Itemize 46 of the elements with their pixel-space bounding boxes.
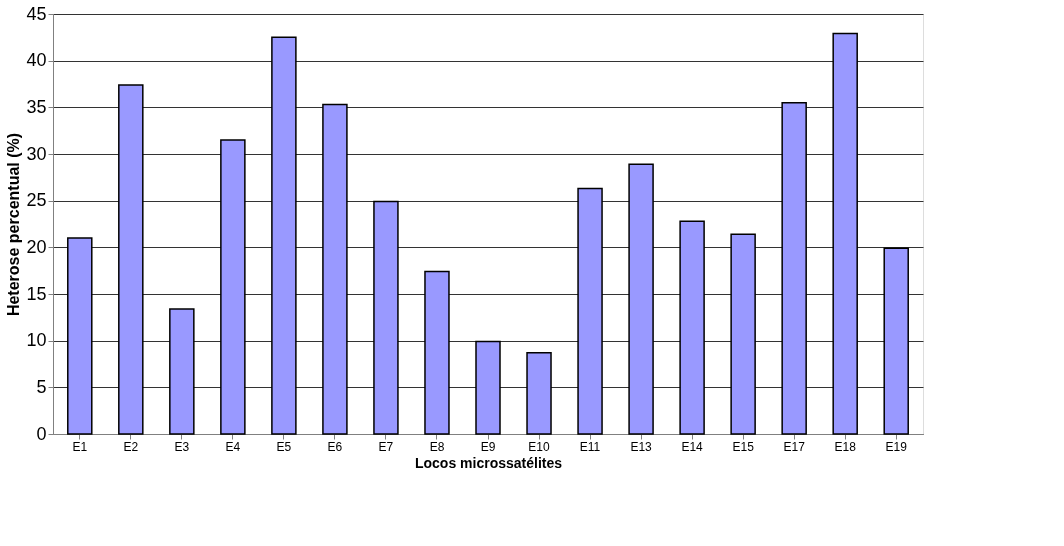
y-tick-label: 15 xyxy=(26,283,47,304)
x-axis-title: Locos microssatélites xyxy=(414,454,563,471)
y-tick-label: 10 xyxy=(26,330,47,351)
bar xyxy=(628,163,654,435)
y-axis-title: Heterose percentual (%) xyxy=(5,132,23,317)
x-tick-label: E1 xyxy=(72,439,88,454)
x-tick-label: E19 xyxy=(885,439,908,454)
x-tick-label: E10 xyxy=(528,439,551,454)
x-tick-label: E14 xyxy=(681,439,704,454)
y-tick-label: 0 xyxy=(36,423,47,444)
bar xyxy=(577,187,603,435)
bar xyxy=(271,36,297,435)
bar xyxy=(322,103,348,435)
bar xyxy=(832,32,858,435)
x-tick-label: E18 xyxy=(834,439,857,454)
x-tick-label: E6 xyxy=(327,439,343,454)
bar xyxy=(883,247,909,435)
x-tick-label: E15 xyxy=(732,439,755,454)
bar xyxy=(169,308,195,435)
x-tick-label: E7 xyxy=(378,439,394,454)
x-tick-label: E11 xyxy=(579,439,601,454)
bar xyxy=(526,352,552,435)
y-tick-label: 35 xyxy=(26,96,47,117)
y-tick-label: 40 xyxy=(26,50,47,71)
bar xyxy=(220,139,246,435)
y-tick-label: 30 xyxy=(26,143,47,164)
x-tick-label: E9 xyxy=(480,439,496,454)
y-tick-label: 25 xyxy=(26,190,47,211)
x-tick-label: E8 xyxy=(429,439,445,454)
x-tick-label: E2 xyxy=(123,439,139,454)
bar xyxy=(424,270,450,435)
x-tick-label: E4 xyxy=(225,439,241,454)
bar xyxy=(730,233,756,435)
bar xyxy=(118,84,144,435)
bar xyxy=(781,101,807,435)
x-tick-label: E13 xyxy=(630,439,653,454)
bar xyxy=(373,200,399,435)
x-tick-label: E3 xyxy=(174,439,190,454)
bar xyxy=(679,220,705,435)
y-tick-label: 45 xyxy=(26,3,47,24)
bar xyxy=(67,237,93,435)
x-tick-label: E5 xyxy=(276,439,292,454)
y-tick-label: 20 xyxy=(26,236,47,257)
y-tick-label: 5 xyxy=(36,376,47,397)
x-tick-label: E17 xyxy=(783,439,806,454)
bar xyxy=(475,340,501,435)
